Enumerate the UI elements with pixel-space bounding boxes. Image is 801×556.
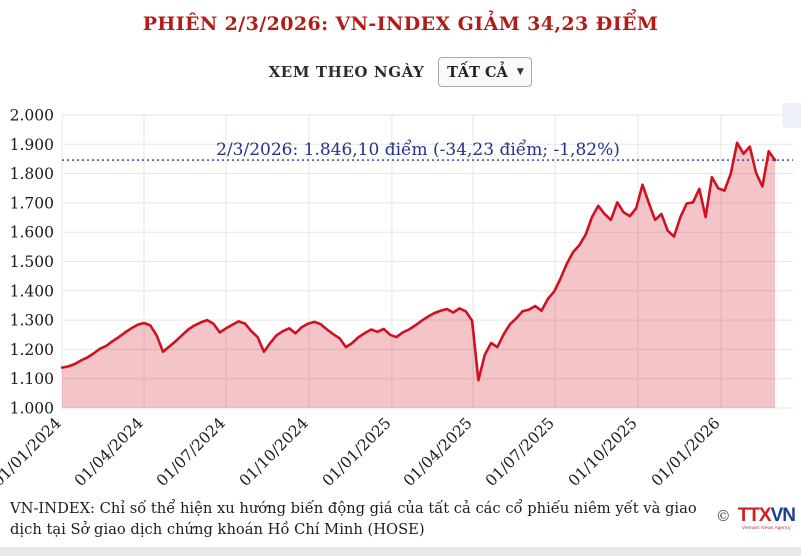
y-axis-label: 1.200: [10, 341, 54, 359]
x-axis-label: 01/07/2025: [482, 414, 558, 490]
footer-description: VN-INDEX: Chỉ số thể hiện xu hướng biến …: [10, 500, 697, 539]
page-title: PHIÊN 2/3/2026: VN-INDEX GIẢM 34,23 ĐIỂM: [142, 13, 659, 35]
y-axis-label: 1.000: [10, 400, 54, 418]
footer-logo-area: © TTXVN Vietnam News Agency: [715, 505, 796, 531]
controls-row: XEM THEO NGÀY TẤT CẢ ▼: [0, 57, 801, 87]
series-area: [62, 142, 775, 409]
vn-index-chart[interactable]: 2.000 1.900 1.800 1.700 1.600 1.500 1.400 1.300…: [0, 100, 801, 490]
annotation-label: 2/3/2026: 1.846,10 điểm (-34,23 điểm; -1…: [216, 140, 620, 160]
y-axis-label: 1.500: [10, 253, 54, 271]
ttxvn-logo: TTXVN Vietnam News Agency: [737, 505, 796, 531]
x-axis-label: 01/01/2026: [648, 414, 724, 490]
y-axis-label: 1.100: [10, 370, 54, 388]
logo-ttx: TTX: [737, 505, 772, 526]
x-axis-label: 01/07/2024: [153, 414, 229, 490]
x-axis-label: 01/10/2025: [565, 414, 641, 490]
range-dropdown-value: TẤT CẢ: [447, 63, 508, 81]
y-axis-label: 1.600: [10, 224, 54, 242]
x-axis-label: 01/04/2024: [71, 414, 147, 490]
logo-subtext: Vietnam News Agency: [741, 525, 791, 530]
logo-vn: VN: [770, 505, 796, 526]
view-mode-label: XEM THEO NGÀY: [268, 63, 425, 81]
y-axis-label: 1.400: [10, 282, 54, 300]
bottom-bar: [0, 547, 801, 556]
y-axis-label: 1.300: [10, 312, 54, 330]
x-axis-label: 01/01/2025: [319, 414, 395, 490]
chart-menu-button[interactable]: [782, 103, 801, 128]
copyright-icon: ©: [715, 507, 731, 525]
chevron-down-icon: ▼: [516, 66, 524, 77]
x-axis-label: 01/10/2024: [236, 414, 312, 490]
y-axis-label: 1.800: [10, 165, 54, 183]
y-axis-label: 2.000: [10, 107, 54, 125]
series-line: [60, 141, 777, 382]
x-axis-label: 01/04/2025: [400, 414, 476, 490]
x-axis-label: 01/01/2024: [0, 414, 65, 490]
y-axis-label: 1.900: [10, 136, 54, 154]
range-dropdown[interactable]: TẤT CẢ ▼: [438, 57, 533, 87]
y-axis-label: 1.700: [10, 194, 54, 212]
